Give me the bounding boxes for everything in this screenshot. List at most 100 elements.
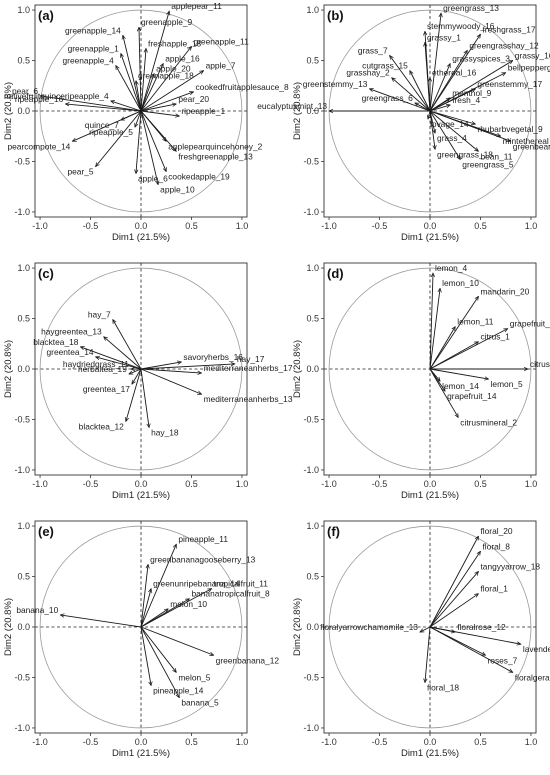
x-axis-label: Dim1 (21.5%) [112,490,170,501]
vector-label: greenstemmy_17 [477,79,542,89]
vector-label: mintethereal_17 [503,136,550,146]
vector-label: grasshay_2 [346,68,390,78]
vector-arrow-mandarin_20 [429,296,478,370]
vector-arrow-apple_7 [140,71,204,112]
y-tick-label: -1.0 [303,465,319,475]
x-tick-label: -0.5 [372,479,388,489]
vector-arrow-floral_1 [429,594,478,628]
vector-label: greenunripebanana_14 [153,579,240,589]
vector-label: bananatropicalfruit_8 [191,589,270,599]
vector-arrow-grasshay_2 [392,78,431,112]
vector-arrow-lemon_10 [429,288,440,370]
vector-label: ripeapple_16 [15,94,64,104]
vector-arrow-citrusmineral_2 [429,368,458,417]
vector-arrow-lovage_14 [428,110,430,119]
vector-arrow-tangyyarrow_18 [429,571,478,628]
vector-arrow-apple_6 [136,110,142,174]
x-tick-label: 0.5 [474,479,487,489]
vector-label: greengrass_6 [362,93,414,103]
y-axis-label: Dim2 (20.8%) [3,598,14,656]
vector-label: applepear_11 [171,1,222,11]
panel-label: (b) [327,8,344,23]
vector-label: greenstemmy_13 [303,79,368,89]
vector-arrow-hay_17 [140,364,235,370]
vector-arrow-banana_5 [140,626,179,698]
vector-label: lemon_11 [457,317,494,327]
x-axis-label: Dim1 (21.5%) [401,748,459,759]
vector-arrow-hay_18 [140,368,149,428]
vector-label: mediterraneanherbs_17 [204,363,293,373]
y-tick-label: 1.0 [17,521,30,531]
vector-label: greengrass_18 [437,149,493,159]
y-tick-label: 0.5 [306,572,319,582]
vector-arrow-greenbean_18 [429,110,511,141]
vector-label: greenapple_11 [193,36,249,46]
vector-label: greenapple_14 [65,25,121,35]
x-tick-label: 1.0 [236,479,249,489]
vector-arrow-pear_5 [96,110,142,167]
vector-arrow-ripeapple_5 [135,110,142,127]
y-tick-label: -0.5 [303,414,319,424]
vector-label: grassyspices_3 [452,54,510,64]
y-tick-label: 0.5 [306,314,319,324]
y-tick-label: -1.0 [14,723,30,733]
vector-label: floral_20 [480,526,512,536]
vector-label: roses_7 [488,655,518,665]
vector-arrow-pearcompote_14 [72,110,142,142]
vector-arrow-savoryherbs_16 [140,362,181,370]
vector-label: greenapple_18 [138,71,194,81]
x-tick-label: 0.5 [185,221,198,231]
y-axis-label: Dim2 (20.8%) [292,82,303,140]
x-tick-label: -0.5 [372,737,388,747]
y-axis-label: Dim2 (20.8%) [3,340,14,398]
vector-arrow-floral_8 [429,551,480,628]
vector-label: greenbananagooseberry_13 [150,554,256,564]
vector-arrow-menthol_9 [429,98,450,112]
vector-label: ripeapple_1 [181,106,225,116]
vector-label: ripeapple_5 [89,127,133,137]
x-tick-label: 0.5 [185,737,198,747]
correlation-circle [328,525,532,729]
x-axis-label: Dim1 (21.5%) [401,232,459,243]
vector-label: bellpeppergreenveg_3 [508,63,550,73]
vector-arrow-mediterraneanherbs_13 [140,368,202,394]
vector-arrow-nativefruitquinceripeapple_4 [111,101,142,112]
y-tick-label: 0.5 [17,572,30,582]
x-tick-label: -1.0 [321,737,337,747]
vector-label: pineapple_14 [153,686,204,696]
panel-4: -1.0 -0.5 0.0 0.5 1.0 -1.0 -0.5 0.0 0.5 1.0 Dim1 (… [3,520,279,759]
vector-label: ethereal_16 [432,68,477,78]
x-tick-label: 0.5 [474,221,487,231]
x-tick-label: 0.5 [474,737,487,747]
vector-label: tangyyarrow_18 [480,561,540,571]
vector-label: lemon_14 [442,381,479,391]
y-axis-label: Dim2 (20.8%) [292,340,303,398]
y-tick-label: -1.0 [14,465,30,475]
x-tick-label: 1.0 [236,737,249,747]
vector-arrow-pineapple_11 [140,544,176,628]
vector-label: stemmywoody_16 [427,21,495,31]
vector-label: mediterraneanherbs_13 [204,394,293,404]
vector-label: greentea_17 [83,384,130,394]
vector-arrow-mediterraneanherbs_17 [140,368,202,373]
vector-arrow-applepear_11 [140,11,169,112]
vector-arrow-citrus_1 [429,342,478,370]
y-tick-label: -1.0 [303,207,319,217]
vector-arrow-lavender_9 [429,626,521,644]
vector-arrow-apple_10 [140,110,158,185]
y-tick-label: 0.0 [17,364,30,374]
vector-label: citrus_8 [530,359,550,369]
vector-arrow-grass_7 [390,55,431,112]
x-tick-label: -1.0 [32,479,48,489]
vector-arrow-lemon_4 [429,273,433,370]
vector-arrow-pineapple_14 [140,626,151,686]
x-tick-label: 0.0 [424,737,437,747]
vector-label: fresh_4 [452,95,480,105]
vector-label: cookedapple_19 [168,172,230,182]
vector-label: quince_7 [85,120,119,130]
vector-label: grassy_16 [515,51,550,61]
vector-label: pineapple_11 [178,534,228,544]
vector-label: pear_20 [178,94,209,104]
vector-arrow-cookedfruitapplesauce_8 [140,92,193,112]
correlation-circle [39,267,243,471]
